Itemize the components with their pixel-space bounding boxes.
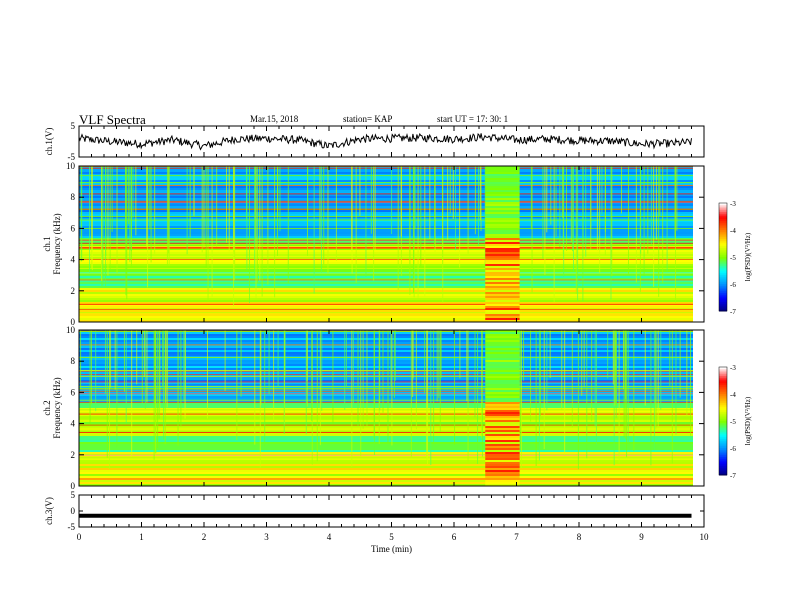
y-tick-label: 6 <box>71 223 76 233</box>
y-tick-label: 10 <box>66 325 76 335</box>
y-axis-label: ch.2 <box>42 400 52 415</box>
y-tick-label: 6 <box>71 387 76 397</box>
start-time-label: start UT = 17: 30: 1 <box>437 114 509 124</box>
y-axis-label: ch.3(V) <box>44 497 54 525</box>
y-tick-label: 2 <box>71 286 76 296</box>
colorbar-tick-label: -3 <box>730 200 736 208</box>
y-tick-label: 10 <box>66 161 76 171</box>
y-tick-label: 2 <box>71 450 76 460</box>
colorbar-ch2 <box>718 366 728 476</box>
x-tick-label: 10 <box>700 532 710 542</box>
x-tick-label: 6 <box>452 532 457 542</box>
y-tick-label: 4 <box>71 419 76 429</box>
y-tick-label: 4 <box>71 255 76 265</box>
colorbar-label: log(PSD)(V²/Hz) <box>744 232 752 281</box>
x-tick-label: 2 <box>202 532 207 542</box>
x-tick-label: 4 <box>327 532 332 542</box>
station-label: station= KAP <box>343 114 393 124</box>
x-axis-label: Time (min) <box>371 544 412 554</box>
ch1-waveform-line <box>78 132 692 151</box>
y-tick-label: -5 <box>68 522 76 532</box>
spectrogram-ch1 <box>79 166 704 322</box>
colorbar-tick-label: -7 <box>730 308 736 316</box>
y-tick-label: 5 <box>71 490 76 500</box>
y-tick-label: 5 <box>71 121 76 131</box>
colorbar-tick-label: -7 <box>730 472 736 480</box>
colorbar-tick-label: -4 <box>730 227 736 235</box>
colorbar-tick-label: -6 <box>730 281 736 289</box>
y-tick-label: 8 <box>71 192 76 202</box>
y-tick-label: 8 <box>71 356 76 366</box>
date-label: Mar.15, 2018 <box>250 114 299 124</box>
x-tick-label: 7 <box>514 532 519 542</box>
x-tick-label: 5 <box>389 532 394 542</box>
figure-title: VLF Spectra <box>79 112 146 127</box>
x-tick-label: 3 <box>264 532 269 542</box>
y-tick-label: 0 <box>71 481 76 491</box>
y-axis-label: Frequency (kHz) <box>52 377 62 438</box>
y-axis-label: Frequency (kHz) <box>52 213 62 274</box>
colorbar-tick-label: -6 <box>730 445 736 453</box>
x-tick-label: 8 <box>577 532 582 542</box>
x-tick-label: 0 <box>77 532 82 542</box>
colorbar-ch1 <box>718 202 728 312</box>
spectrogram-ch2 <box>79 330 704 486</box>
x-tick-label: 9 <box>639 532 644 542</box>
y-tick-label: -5 <box>68 152 76 162</box>
y-tick-label: 0 <box>71 506 76 516</box>
colorbar-tick-label: -5 <box>730 418 736 426</box>
y-axis-label: ch.1(V) <box>44 128 54 156</box>
x-tick-label: 1 <box>139 532 144 542</box>
colorbar-tick-label: -5 <box>730 254 736 262</box>
y-axis-label: ch.1 <box>42 236 52 251</box>
colorbar-label: log(PSD)(V²/Hz) <box>744 396 752 445</box>
colorbar-tick-label: -3 <box>730 364 736 372</box>
colorbar-tick-label: -4 <box>730 391 736 399</box>
y-tick-label: 0 <box>71 317 76 327</box>
